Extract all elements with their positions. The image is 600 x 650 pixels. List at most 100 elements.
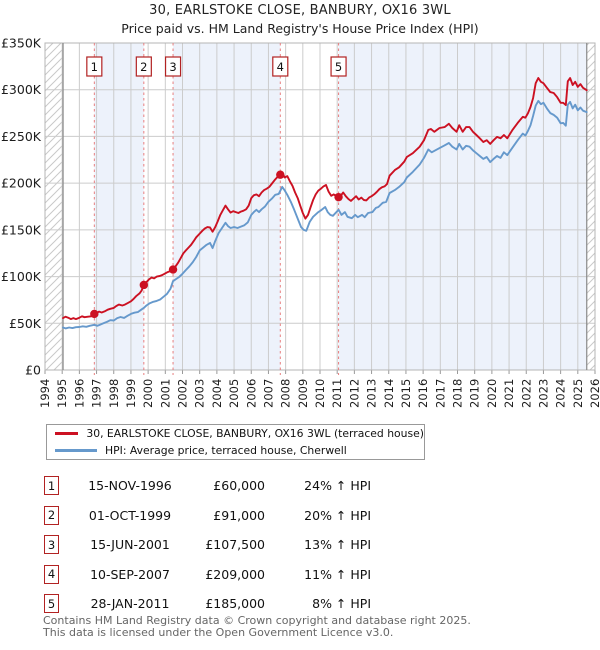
- sale-date: 15-NOV-1996: [88, 478, 172, 494]
- sale-date: 01-OCT-1999: [88, 507, 172, 523]
- sale-flag-box-1: [86, 56, 103, 77]
- x-axis-label: 2019: [468, 379, 482, 408]
- sale-vs-hpi: 8% ↑ HPI: [312, 596, 371, 612]
- sale-row-1: 1 15-NOV-1996 £60,000 24% ↑ HPI: [44, 471, 404, 501]
- y-axis-label: £0: [25, 363, 41, 378]
- sale-row-3: 3 15-JUN-2001 £107,500 13% ↑ HPI: [44, 530, 404, 560]
- sale-flag-box-3: [164, 56, 182, 77]
- x-axis-label: 2023: [536, 379, 550, 408]
- x-axis-label: 2001: [158, 379, 172, 408]
- sale-flag-number-2: 2: [140, 60, 147, 74]
- property-line-swatch: [55, 432, 79, 435]
- sale-flag-box-4: [272, 56, 289, 77]
- sale-vs-hpi: 24% ↑ HPI: [304, 478, 371, 494]
- y-axis-label: £200K: [1, 176, 42, 191]
- sale-flag-box-5: [330, 56, 347, 77]
- sale-row-5: 5 28-JAN-2011 £185,000 8% ↑ HPI: [44, 589, 404, 619]
- sale-number-badge: 2: [44, 505, 59, 525]
- sale-price: £91,000: [213, 507, 265, 523]
- sale-flag-number-1: 1: [91, 60, 98, 74]
- x-axis-label: 2009: [296, 379, 310, 408]
- page-subtitle: Price paid vs. HM Land Registry's House …: [121, 21, 479, 36]
- hpi-line-swatch: [55, 449, 97, 452]
- x-axis-label: 2018: [451, 379, 465, 408]
- sale-point-5: [334, 192, 343, 202]
- x-axis-label: 2004: [210, 379, 224, 408]
- sale-point-3: [168, 265, 178, 274]
- legend-property-label: 30, EARLSTOKE CLOSE, BANBURY, OX16 3WL (…: [86, 427, 424, 440]
- sale-point-4: [276, 170, 285, 179]
- x-axis-label: 2002: [176, 379, 190, 408]
- legend-row-hpi: HPI: Average price, terraced house, Cher…: [47, 444, 424, 458]
- x-axis-label: 2011: [330, 379, 344, 408]
- hpi-line: [62, 99, 588, 330]
- no-data-hatch-2: [586, 43, 595, 370]
- x-axis-label: 2000: [141, 379, 155, 408]
- x-axis-label: 2026: [588, 379, 600, 408]
- sale-flag-number-4: 4: [277, 60, 284, 74]
- sale-price: £107,500: [205, 537, 265, 553]
- price-chart: £0 £50K £100K £150K £200K £250K £300K £350K 1994…: [1, 36, 600, 409]
- chart-legend: 30, EARLSTOKE CLOSE, BANBURY, OX16 3WL (…: [46, 424, 425, 460]
- x-axis-label: 2003: [193, 379, 207, 408]
- x-axis-label: 2008: [279, 379, 293, 408]
- ownership-band-1: [94, 43, 144, 370]
- footer-license-text: Contains HM Land Registry data © Crown c…: [43, 615, 599, 638]
- x-axis-label: 2017: [433, 379, 447, 408]
- sale-price: £209,000: [205, 566, 265, 582]
- sale-number-badge: 3: [44, 535, 59, 555]
- sale-number-badge: 1: [44, 476, 59, 496]
- sale-flag-number-5: 5: [335, 60, 342, 74]
- sale-date: 10-SEP-2007: [90, 566, 170, 582]
- x-axis-label: 2010: [313, 379, 327, 408]
- x-axis-label: 1999: [124, 379, 138, 408]
- sale-date: 15-JUN-2001: [90, 537, 170, 553]
- x-axis-label: 2006: [244, 379, 258, 408]
- x-axis-label: 2005: [227, 379, 241, 408]
- y-axis-label: £50K: [9, 316, 42, 331]
- x-axis-label: 1997: [90, 379, 104, 408]
- y-axis-label: £350K: [1, 36, 42, 51]
- legend-hpi-label: HPI: Average price, terraced house, Cher…: [105, 444, 347, 457]
- sale-price: £60,000: [213, 478, 265, 494]
- x-axis-label: 2024: [554, 379, 568, 408]
- page-title: 30, EARLSTOKE CLOSE, BANBURY, OX16 3WL: [149, 3, 451, 18]
- sale-number-badge: 4: [44, 564, 59, 584]
- sales-table: 1 15-NOV-1996 £60,000 24% ↑ HPI 2 01-OCT-1999…: [44, 471, 404, 619]
- y-axis-label: £150K: [1, 222, 42, 237]
- y-axis-label: £250K: [1, 129, 42, 144]
- x-axis-label: 2012: [347, 379, 361, 408]
- x-axis-label: 2020: [485, 379, 499, 408]
- footer-line-1: Contains HM Land Registry data © Crown c…: [43, 614, 471, 627]
- sale-flag-number-3: 3: [169, 60, 176, 74]
- sale-number-badge: 5: [44, 594, 59, 614]
- sale-row-4: 4 10-SEP-2007 £209,000 11% ↑ HPI: [44, 560, 404, 590]
- sale-point-2: [139, 280, 149, 290]
- x-axis-label: 2022: [519, 379, 533, 408]
- sale-date: 28-JAN-2011: [90, 596, 170, 612]
- sale-vs-hpi: 11% ↑ HPI: [304, 566, 371, 582]
- x-axis-label: 2014: [382, 379, 396, 408]
- x-axis-label: 2015: [399, 379, 413, 408]
- x-axis-label: 2016: [416, 379, 430, 408]
- sale-flag-box-2: [135, 56, 152, 77]
- sale-row-2: 2 01-OCT-1999 £91,000 20% ↑ HPI: [44, 501, 404, 531]
- x-axis-label: 2013: [365, 379, 379, 408]
- x-axis-label: 1995: [55, 379, 69, 408]
- x-axis-label: 1996: [72, 379, 86, 408]
- footer-line-2: This data is licensed under the Open Gov…: [43, 625, 394, 639]
- sale-price: £185,000: [205, 596, 265, 612]
- sale-point-1: [90, 309, 99, 319]
- sale-vs-hpi: 13% ↑ HPI: [304, 537, 371, 553]
- y-axis-label: £100K: [1, 269, 42, 284]
- x-axis-label: 1994: [38, 379, 52, 408]
- x-axis-label: 2007: [261, 379, 275, 408]
- x-axis-label: 2025: [571, 379, 585, 408]
- sale-vs-hpi: 20% ↑ HPI: [304, 507, 371, 523]
- x-axis-label: 2021: [502, 379, 516, 408]
- plot-border: [44, 42, 596, 371]
- legend-row-property: 30, EARLSTOKE CLOSE, BANBURY, OX16 3WL (…: [47, 427, 424, 441]
- no-data-hatch-1: [45, 43, 64, 370]
- x-axis-label: 1998: [107, 379, 121, 408]
